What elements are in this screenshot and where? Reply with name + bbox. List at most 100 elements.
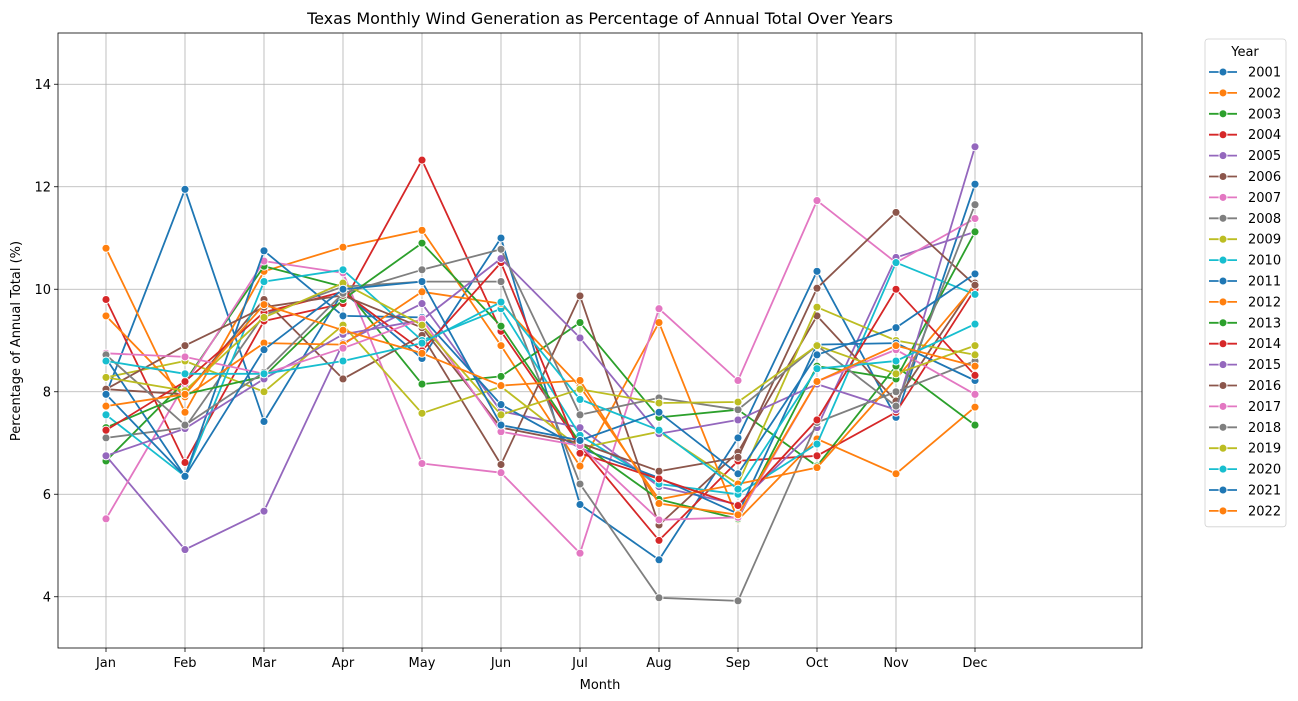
- data-point: [259, 417, 269, 426]
- legend-marker: [1218, 339, 1228, 349]
- legend-item: 2018: [1209, 421, 1281, 436]
- legend-label: 2008: [1248, 212, 1281, 227]
- legend-marker: [1218, 422, 1228, 432]
- legend-marker: [1218, 443, 1228, 453]
- data-point: [891, 341, 901, 351]
- chart-title: Texas Monthly Wind Generation as Percent…: [306, 9, 893, 28]
- legend-marker: [1218, 401, 1228, 411]
- x-tick-label: Mar: [252, 656, 277, 671]
- legend-item: 2012: [1209, 295, 1281, 310]
- y-axis-ticks: 4 6 8 10 12 14: [34, 78, 58, 605]
- series-2022: [101, 300, 980, 520]
- data-point: [575, 435, 585, 445]
- data-point: [654, 474, 664, 484]
- data-point: [891, 284, 901, 294]
- data-point: [180, 407, 190, 417]
- legend-marker: [1218, 151, 1228, 161]
- legend-item: 2017: [1209, 400, 1281, 415]
- data-point: [101, 514, 111, 524]
- data-point: [259, 387, 269, 397]
- data-point: [496, 371, 506, 381]
- legend-label: 2010: [1248, 254, 1281, 269]
- data-point: [259, 246, 269, 256]
- data-point: [496, 277, 506, 287]
- data-point: [259, 345, 269, 355]
- data-point: [812, 302, 822, 312]
- data-point: [417, 238, 427, 248]
- data-point: [575, 461, 585, 471]
- data-point: [970, 227, 980, 237]
- data-point: [733, 484, 743, 494]
- legend-marker: [1218, 506, 1228, 516]
- data-point: [733, 501, 743, 510]
- data-point: [733, 452, 743, 462]
- data-point: [812, 341, 822, 351]
- data-point: [259, 312, 269, 322]
- data-point: [970, 402, 980, 412]
- y-tick-label: 8: [43, 385, 51, 400]
- x-tick-label: Jan: [95, 656, 116, 671]
- data-point: [812, 377, 822, 386]
- legend-label: 2021: [1248, 484, 1281, 499]
- data-point: [891, 207, 901, 217]
- legend-label: 2007: [1248, 191, 1281, 206]
- legend-label: 2019: [1248, 442, 1281, 457]
- series-line: [105, 303, 976, 516]
- data-point: [496, 381, 506, 391]
- data-point: [180, 389, 190, 399]
- legend-item: 2011: [1209, 275, 1281, 290]
- data-point: [259, 300, 269, 310]
- legend-item: 2013: [1209, 316, 1281, 331]
- data-point: [970, 319, 980, 329]
- data-point: [417, 225, 427, 235]
- series-line: [105, 301, 976, 491]
- data-point: [259, 506, 269, 516]
- legend-item: 2006: [1209, 170, 1281, 185]
- data-point: [417, 348, 427, 358]
- data-point: [891, 369, 901, 379]
- plot-border: [57, 32, 1143, 649]
- data-point: [970, 280, 980, 290]
- data-point: [575, 333, 585, 343]
- data-point: [733, 510, 743, 520]
- data-point: [496, 420, 506, 430]
- data-point: [180, 377, 190, 386]
- data-point: [891, 258, 901, 268]
- data-point: [496, 341, 506, 351]
- legend-marker: [1218, 276, 1228, 286]
- series-line: [105, 261, 976, 507]
- plot-area: [58, 33, 1142, 648]
- grid-lines: [58, 33, 1142, 648]
- legend-label: 2004: [1248, 128, 1281, 143]
- x-tick-label: Nov: [883, 656, 909, 671]
- data-point: [891, 323, 901, 333]
- data-point: [812, 266, 822, 276]
- legend-marker: [1218, 318, 1228, 328]
- legend-marker: [1218, 109, 1228, 119]
- data-point: [733, 433, 743, 443]
- legend-label: 2016: [1248, 379, 1281, 394]
- legend-item: 2002: [1209, 86, 1281, 101]
- x-axis-ticks: Jan Feb Mar Apr May Jun Jul Aug Sep Oct Nov Dec: [95, 648, 988, 671]
- data-point: [733, 405, 743, 415]
- data-point: [338, 265, 348, 275]
- legend-marker: [1218, 67, 1228, 77]
- data-point: [654, 593, 664, 603]
- legend-item: 2007: [1209, 191, 1281, 206]
- legend-label: 2005: [1248, 149, 1281, 164]
- data-point: [417, 155, 427, 165]
- data-point: [180, 545, 190, 555]
- data-point: [101, 389, 111, 399]
- data-point: [812, 283, 822, 293]
- data-point: [496, 460, 506, 469]
- data-point: [891, 356, 901, 366]
- legend-item: 2001: [1209, 66, 1281, 81]
- legend-title: Year: [1230, 45, 1259, 60]
- data-point: [654, 466, 664, 476]
- data-point: [654, 425, 664, 435]
- series-2020: [101, 297, 980, 494]
- data-point: [496, 297, 506, 307]
- data-point: [101, 410, 111, 420]
- legend-item: 2009: [1209, 233, 1281, 248]
- data-point: [970, 289, 980, 299]
